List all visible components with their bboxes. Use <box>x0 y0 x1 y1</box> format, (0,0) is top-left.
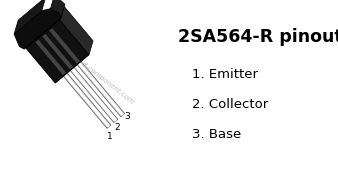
Text: 2SA564-R pinout: 2SA564-R pinout <box>178 28 338 46</box>
Polygon shape <box>70 67 118 122</box>
Text: 3. Base: 3. Base <box>192 128 241 141</box>
Text: 1. Emitter: 1. Emitter <box>192 68 258 81</box>
Text: 2. Collector: 2. Collector <box>192 98 268 111</box>
Polygon shape <box>78 62 124 116</box>
Polygon shape <box>14 0 46 34</box>
Polygon shape <box>42 34 73 69</box>
Polygon shape <box>64 74 110 127</box>
Polygon shape <box>26 6 64 48</box>
Polygon shape <box>63 73 111 128</box>
Polygon shape <box>35 40 66 75</box>
Text: 3: 3 <box>124 112 130 121</box>
Polygon shape <box>71 68 117 122</box>
Polygon shape <box>59 6 93 55</box>
Polygon shape <box>77 61 125 117</box>
Polygon shape <box>49 28 80 64</box>
Text: 2: 2 <box>115 123 120 132</box>
Polygon shape <box>14 9 61 49</box>
Polygon shape <box>50 0 65 18</box>
Text: 1: 1 <box>107 132 113 141</box>
Text: el-component.com: el-component.com <box>79 60 135 105</box>
Polygon shape <box>26 20 89 83</box>
